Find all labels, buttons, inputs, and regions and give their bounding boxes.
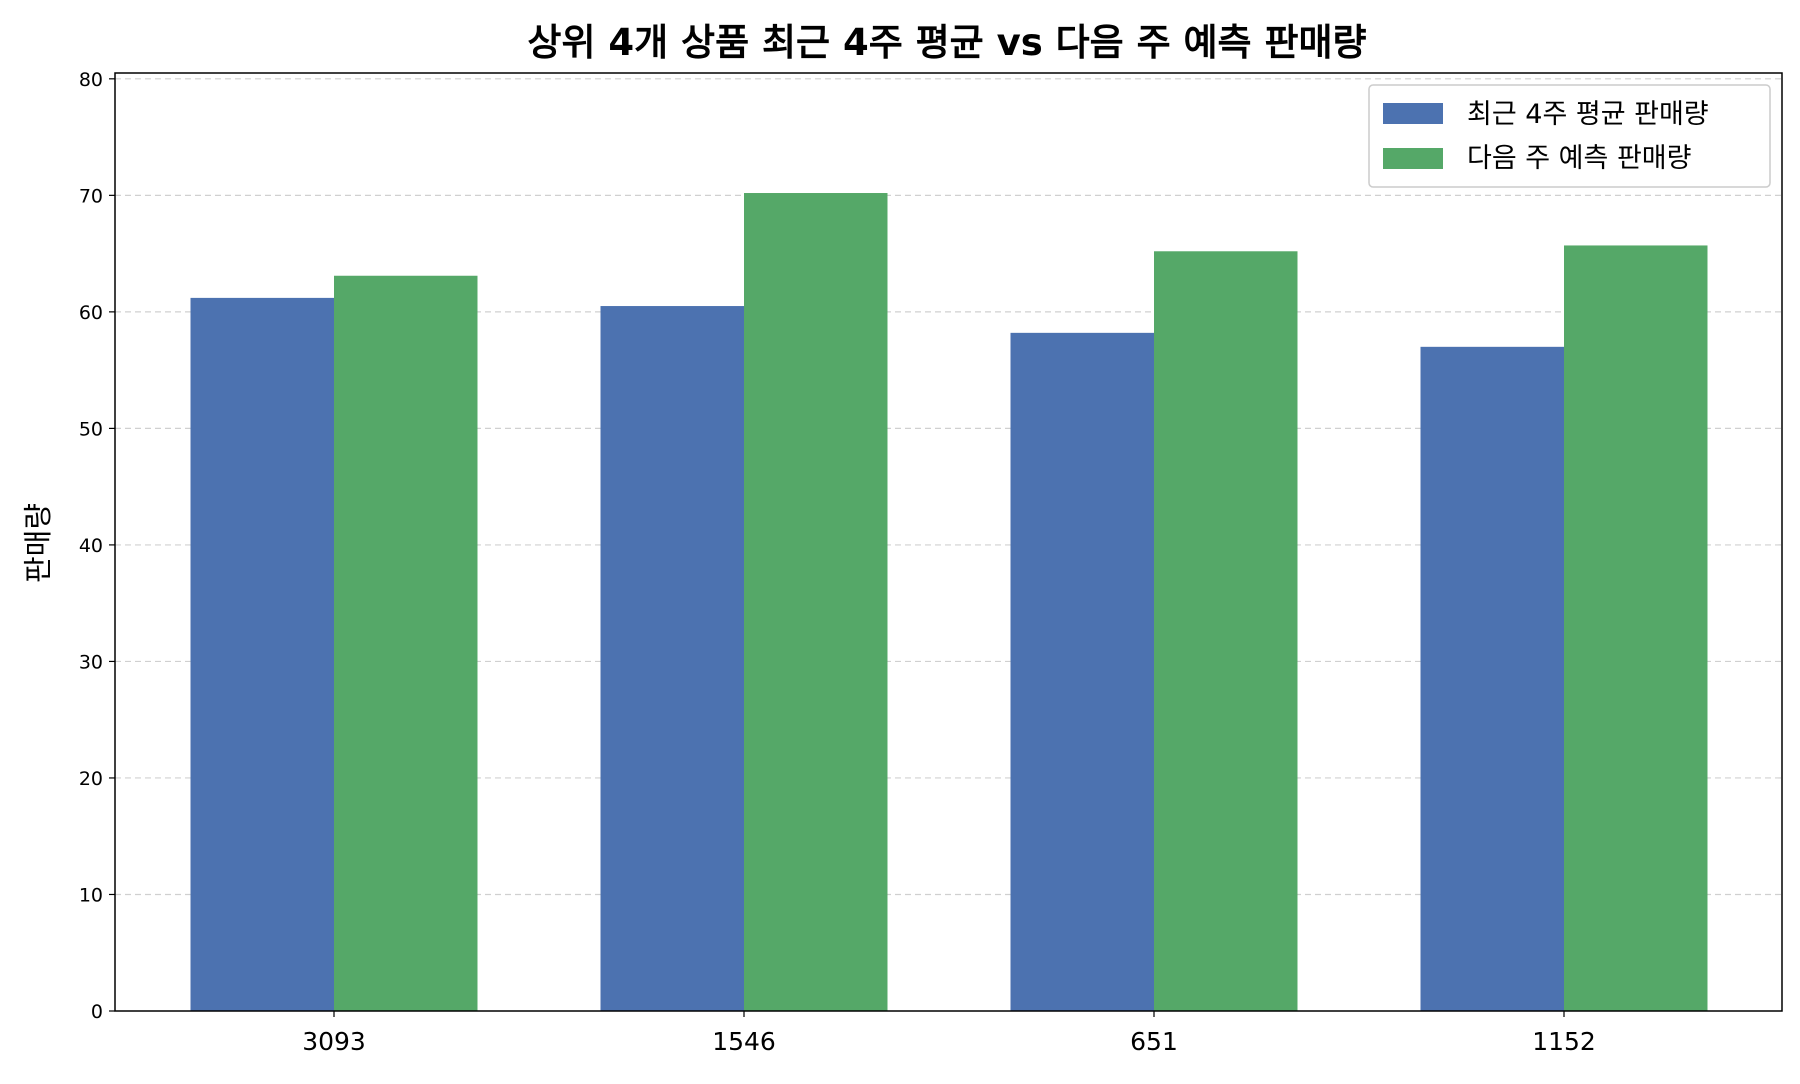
y-tick-label: 40 xyxy=(79,535,103,557)
legend-label-forecast: 다음 주 예측 판매량 xyxy=(1467,143,1691,174)
bar-forecast xyxy=(1564,245,1708,1012)
legend-swatch-recent-avg xyxy=(1383,103,1443,124)
y-tick-label: 80 xyxy=(79,69,103,91)
y-tick-label: 10 xyxy=(79,884,103,906)
legend-box xyxy=(1368,84,1771,188)
y-axis-ticks: 0 10 20 30 40 50 60 70 80 xyxy=(79,69,115,1023)
y-tick-label: 70 xyxy=(79,185,103,207)
bar-recent-avg xyxy=(600,306,744,1012)
x-tick-label: 1546 xyxy=(712,1027,776,1056)
x-tick-label: 1152 xyxy=(1532,1027,1596,1056)
y-tick-label: 50 xyxy=(79,418,103,440)
legend-label-recent-avg: 최근 4주 평균 판매량 xyxy=(1467,99,1709,130)
x-tick-label: 651 xyxy=(1130,1027,1178,1056)
legend: 최근 4주 평균 판매량 다음 주 예측 판매량 xyxy=(1368,84,1771,188)
grid-lines xyxy=(115,78,1782,896)
legend-swatch-forecast xyxy=(1383,148,1443,169)
y-tick-label: 60 xyxy=(79,302,103,324)
bars xyxy=(190,193,1708,1012)
bar-recent-avg xyxy=(1420,346,1564,1012)
bar-forecast xyxy=(334,275,478,1012)
y-tick-label: 0 xyxy=(91,1001,103,1023)
x-tick-label: 3093 xyxy=(302,1027,366,1056)
bar-forecast xyxy=(744,193,888,1011)
bar-recent-avg xyxy=(1010,332,1154,1011)
y-tick-label: 20 xyxy=(79,768,103,790)
x-axis-ticks: 3093 1546 651 1152 xyxy=(302,1011,1596,1056)
plot-frame xyxy=(114,72,1783,1012)
bar-recent-avg xyxy=(190,297,334,1011)
y-axis-label: 판매량 xyxy=(21,503,55,583)
bar-forecast xyxy=(1154,251,1298,1011)
y-tick-label: 30 xyxy=(79,651,103,673)
chart-title: 상위 4개 상품 최근 4주 평균 vs 다음 주 예측 판매량 xyxy=(527,21,1366,64)
